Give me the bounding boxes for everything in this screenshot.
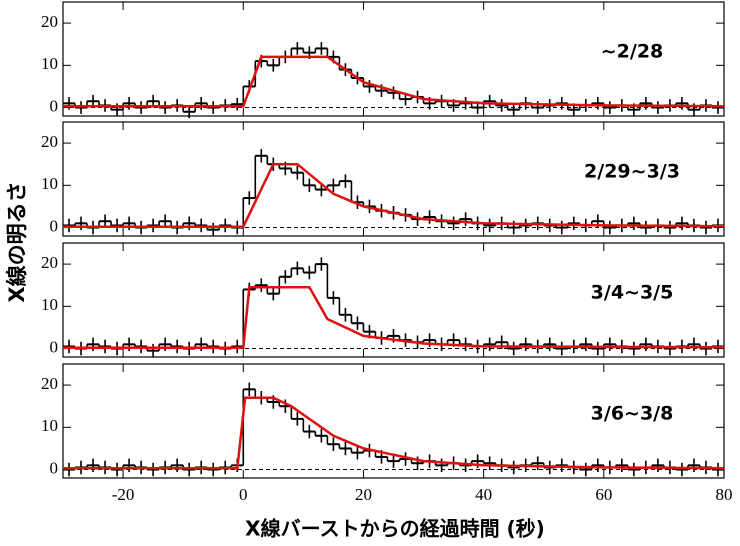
y-axis-label: X線の明るさ [5,181,29,302]
panel-frame [62,363,725,479]
y-tick-label: 0 [50,216,59,235]
y-tick-label: 10 [41,174,58,193]
y-tick-label: 10 [41,54,58,73]
panel-label: 3/6~3/8 [591,403,674,425]
x-axis-label: X線バーストからの経過時間 (秒) [245,517,545,541]
panel-frame [62,121,725,237]
model-curve [63,396,725,470]
panel-frame [62,1,725,117]
y-tick-label: 20 [41,12,58,31]
y-tick-label: 0 [50,458,59,477]
y-tick-label: 10 [41,416,58,435]
y-tick-label: 20 [41,253,58,272]
model-curve [63,162,725,228]
panel-label: ~2/28 [601,41,664,63]
panel-frame [62,242,725,358]
panel-label: 2/29~3/3 [584,161,680,183]
x-tick-label: 60 [595,485,612,504]
y-tick-label: 20 [41,132,58,151]
model-curve [63,55,725,108]
y-tick-label: 20 [41,374,58,393]
y-tick-label: 10 [41,295,58,314]
x-tick-label: 0 [239,485,248,504]
x-tick-label: 40 [475,485,492,504]
y-tick-label: 0 [50,337,59,356]
panel-label: 3/4~3/5 [591,282,674,304]
model-curve [63,286,725,349]
x-tick-label: -20 [112,485,135,504]
y-tick-label: 0 [50,96,59,115]
x-tick-label: 80 [716,485,733,504]
x-tick-label: 20 [355,485,372,504]
